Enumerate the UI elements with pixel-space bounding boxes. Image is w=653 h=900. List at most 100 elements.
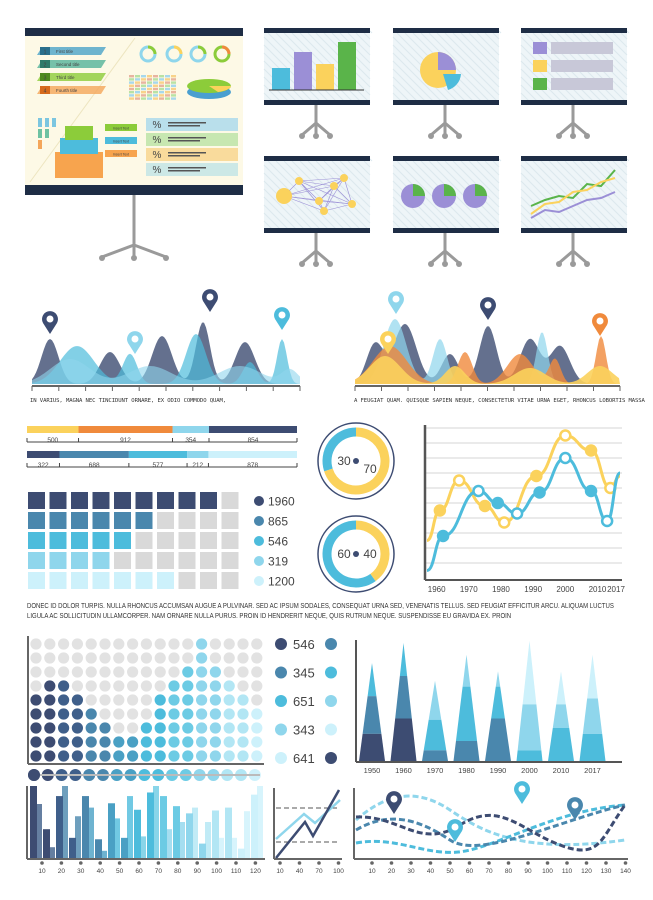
bar-back <box>49 847 55 858</box>
bar-x-label: 70 <box>155 868 163 875</box>
title-text: First title <box>56 49 73 54</box>
dot-matrix-cell <box>237 666 249 678</box>
dot-matrix-cell <box>140 722 152 734</box>
table-cell <box>147 78 152 81</box>
percent-row-text-line <box>168 140 200 142</box>
location-pin-icon <box>567 797 583 820</box>
stacked-bar-1-segment <box>78 426 173 433</box>
dot-matrix-cell <box>154 694 166 706</box>
bar-x-label: 30 <box>77 868 85 875</box>
dashed-x-label: 140 <box>620 868 631 875</box>
bar-front <box>108 803 115 858</box>
small-board-bottom-bar <box>393 100 499 105</box>
dot-matrix-cell <box>71 736 83 748</box>
dot-matrix-cell <box>209 638 221 650</box>
triangle-1950-layer <box>362 696 382 734</box>
bar-front <box>147 792 154 858</box>
table-cell <box>147 81 152 84</box>
location-pin-hole <box>571 801 579 809</box>
waffle-cell <box>114 492 131 509</box>
bar-x-label: 50 <box>116 868 124 875</box>
network-node <box>348 200 356 208</box>
board-hatch <box>392 188 436 232</box>
dot-matrix-cell <box>127 722 139 734</box>
pie-slice <box>438 52 456 70</box>
tick-dot <box>176 861 180 865</box>
small-board-bottom-bar <box>264 228 370 233</box>
dot-matrix-cell <box>223 722 235 734</box>
dot-matrix-cell <box>154 750 166 762</box>
x-tick-label: 2017 <box>607 585 625 594</box>
table-cell <box>159 94 164 97</box>
bar-front <box>238 848 245 858</box>
waffle-legend-dot <box>254 576 264 586</box>
dot-matrix-cell <box>154 736 166 748</box>
waffle-cell <box>28 532 45 549</box>
title-text: Fourth title <box>56 88 78 93</box>
dot-legend-marker <box>275 695 287 707</box>
board-hatch <box>520 180 572 232</box>
stand-wheel <box>428 133 434 139</box>
stacked-bar-1-value: 912 <box>120 437 131 444</box>
small-board-content-pie-charts <box>401 184 487 208</box>
board-hatch <box>460 160 500 200</box>
dot-matrix-cell <box>127 638 139 650</box>
dashed-x-label: 70 <box>485 868 493 875</box>
dot-matrix-cell <box>154 666 166 678</box>
waffle-cell <box>114 512 131 529</box>
board-hatch <box>331 160 371 200</box>
waffle-cell <box>157 512 174 529</box>
person-icon <box>38 118 42 127</box>
location-pin-icon <box>480 297 496 320</box>
bar-x-label: 110 <box>231 868 242 875</box>
stacked-bar-2-segment <box>208 451 297 458</box>
location-pin-icon <box>388 291 404 314</box>
dashed-series <box>355 803 626 854</box>
dashed-x-label: 60 <box>466 868 474 875</box>
stacked-bar-2-value: 878 <box>247 462 258 469</box>
bar-x-label: 80 <box>174 868 182 875</box>
insert-text-box <box>105 137 137 144</box>
bar-back <box>140 836 146 858</box>
dot-matrix-cell <box>85 638 97 650</box>
tick-dot <box>448 861 452 865</box>
donut-1-value-blue: 30 <box>337 454 351 468</box>
line-series-yellow <box>426 433 621 542</box>
tick-dot <box>370 861 374 865</box>
board-hatch <box>263 172 323 232</box>
board-hatch <box>392 52 444 104</box>
dot-matrix-cell <box>223 638 235 650</box>
dot-matrix-cell <box>237 638 249 650</box>
line-series-blue <box>426 456 622 572</box>
waffle-cell <box>114 532 131 549</box>
dot-matrix-cell <box>44 708 56 720</box>
small-board-content-list <box>533 42 613 90</box>
percent-symbol: % <box>153 120 162 131</box>
mountain-layer-light <box>32 358 300 384</box>
bar-back <box>127 796 133 858</box>
tick-dot <box>545 861 550 865</box>
dot-matrix-cell <box>99 652 111 664</box>
bar-front <box>43 829 50 858</box>
network-link <box>298 180 353 205</box>
table-cell <box>135 94 140 97</box>
bar-front <box>30 786 37 858</box>
triangle-1980-layer <box>453 740 480 761</box>
waffle-cell <box>92 572 110 589</box>
bar-front <box>186 813 193 858</box>
board-hatch <box>299 32 371 104</box>
tick-dot <box>467 861 472 865</box>
mini-x-label: 100 <box>333 868 344 875</box>
table-cell <box>135 75 140 78</box>
stand-wheel <box>313 133 319 139</box>
dot-matrix-cell <box>85 652 97 664</box>
table-cell <box>141 84 146 87</box>
waffle-cell <box>200 512 217 529</box>
waffle-cell <box>71 512 88 529</box>
board-hatch <box>484 32 500 48</box>
dot-legend-value: 343 <box>293 723 315 738</box>
table-cell <box>153 84 158 87</box>
tick-dot <box>565 861 569 865</box>
board-hatch <box>476 160 500 184</box>
dot-matrix-cell <box>71 666 83 678</box>
